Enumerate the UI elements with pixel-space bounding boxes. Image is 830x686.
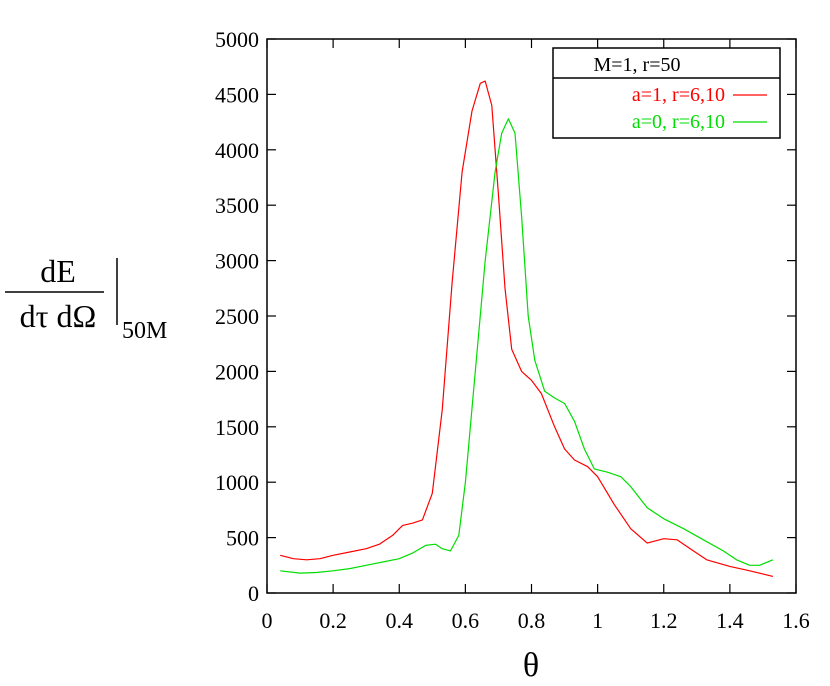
y-axis-label-denominator: dτ dΩ [20,298,97,334]
legend-label-a1: a=1, r=6,10 [632,84,725,106]
series-line-1 [280,118,774,574]
x-tick-label: 0.2 [319,608,347,633]
y-tick-label: 5000 [215,27,259,52]
y-axis-label: dE dτ dΩ 50M [5,253,167,344]
x-tick-label: 0.8 [518,608,546,633]
x-ticks: 0 0.2 0.4 0.6 0.8 1 1.2 1.4 1.6 [262,39,810,633]
y-tick-label: 3000 [215,249,259,274]
legend: M=1, r=50 a=1, r=6,10 a=0, r=6,10 [552,47,781,139]
x-tick-label: 0.4 [386,608,414,633]
y-tick-label: 2000 [215,359,259,384]
y-tick-label: 0 [248,581,259,606]
x-tick-label: 0 [262,608,273,633]
x-tick-label: 1.2 [650,608,678,633]
y-axis-label-subscript: 50M [122,318,167,344]
x-tick-label: 1.6 [782,608,810,633]
legend-label-a0: a=0, r=6,10 [632,111,725,133]
x-tick-label: 1.4 [716,608,744,633]
y-tick-label: 1500 [215,415,259,440]
x-tick-label: 0.6 [452,608,480,633]
series-layer [280,80,774,577]
y-axis-label-numerator: dE [40,253,76,289]
y-ticks: 0 500 1000 1500 2000 2500 3000 3500 4000 4500 5000 [215,27,796,606]
y-tick-label: 2500 [215,304,259,329]
x-axis-label: θ [523,647,539,684]
x-tick-label: 1 [592,608,603,633]
series-line-0 [280,80,774,577]
y-tick-label: 4000 [215,138,259,163]
legend-box [552,47,781,139]
y-tick-label: 3500 [215,193,259,218]
legend-title: M=1, r=50 [593,54,680,76]
y-tick-label: 500 [226,526,259,551]
y-tick-label: 1000 [215,470,259,495]
y-tick-label: 4500 [215,82,259,107]
